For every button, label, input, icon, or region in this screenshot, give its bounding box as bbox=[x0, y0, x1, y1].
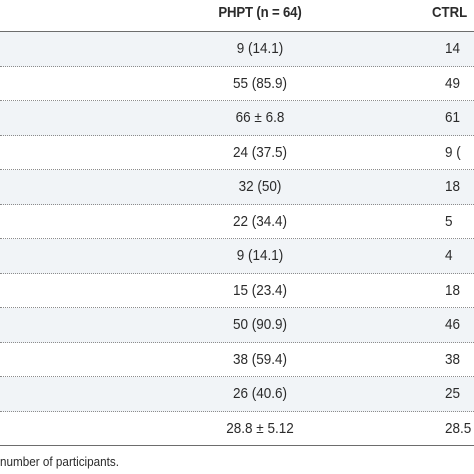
table-row: 66 ± 6.8 61 bbox=[0, 101, 474, 136]
cell-phpt: 38 (59.4) bbox=[232, 350, 288, 368]
cell-phpt: 50 (90.9) bbox=[232, 316, 288, 334]
header-divider bbox=[0, 31, 474, 32]
table-row: 24 (37.5) 9 ( bbox=[0, 136, 474, 170]
cell-ctrl: 4 bbox=[445, 247, 453, 265]
table-body: 9 (14.1) 14 55 (85.9) 49 66 ± 6.8 61 24 … bbox=[0, 32, 474, 446]
table-row: 26 (40.6) 25 bbox=[0, 377, 474, 412]
cell-phpt: 26 (40.6) bbox=[232, 385, 288, 403]
cell-phpt: 55 (85.9) bbox=[232, 74, 288, 92]
cell-ctrl: 46 bbox=[445, 316, 461, 334]
table-row: 15 (23.4) 18 bbox=[0, 274, 474, 308]
table-row: 22 (34.4) 5 bbox=[0, 205, 474, 239]
table-row: 50 (90.9) 46 bbox=[0, 308, 474, 343]
cell-phpt: 9 (14.1) bbox=[236, 247, 284, 265]
cell-phpt: 28.8 ± 5.12 bbox=[226, 419, 294, 437]
table-footnote: number of participants. bbox=[0, 454, 120, 469]
cell-ctrl: 25 bbox=[445, 385, 461, 403]
cell-phpt: 9 (14.1) bbox=[236, 40, 284, 58]
cell-ctrl: 38 bbox=[445, 350, 461, 368]
cell-phpt: 24 (37.5) bbox=[232, 143, 288, 161]
cell-ctrl: 18 bbox=[445, 281, 461, 299]
cell-ctrl: 49 bbox=[445, 74, 461, 92]
table-row: 38 (59.4) 38 bbox=[0, 343, 474, 377]
column-header-ctrl: CTRL bbox=[432, 4, 468, 21]
table-row: 9 (14.1) 4 bbox=[0, 239, 474, 274]
cell-ctrl: 14 bbox=[445, 40, 461, 58]
cell-phpt: 32 (50) bbox=[238, 178, 282, 196]
table-header: PHPT (n = 64) CTRL bbox=[0, 0, 474, 32]
table-row: 28.8 ± 5.12 28.5 bbox=[0, 412, 474, 446]
cell-phpt: 22 (34.4) bbox=[232, 212, 288, 230]
cell-ctrl: 18 bbox=[445, 178, 461, 196]
cell-ctrl: 28.5 bbox=[445, 419, 472, 437]
cell-phpt: 66 ± 6.8 bbox=[235, 109, 285, 127]
table-row: 32 (50) 18 bbox=[0, 170, 474, 205]
cell-ctrl: 9 ( bbox=[445, 143, 461, 161]
cell-phpt: 15 (23.4) bbox=[232, 281, 288, 299]
table-row: 55 (85.9) 49 bbox=[0, 67, 474, 101]
cell-ctrl: 5 bbox=[445, 212, 453, 230]
cell-ctrl: 61 bbox=[445, 109, 461, 127]
column-header-phpt: PHPT (n = 64) bbox=[218, 4, 302, 21]
table-row: 9 (14.1) 14 bbox=[0, 32, 474, 67]
